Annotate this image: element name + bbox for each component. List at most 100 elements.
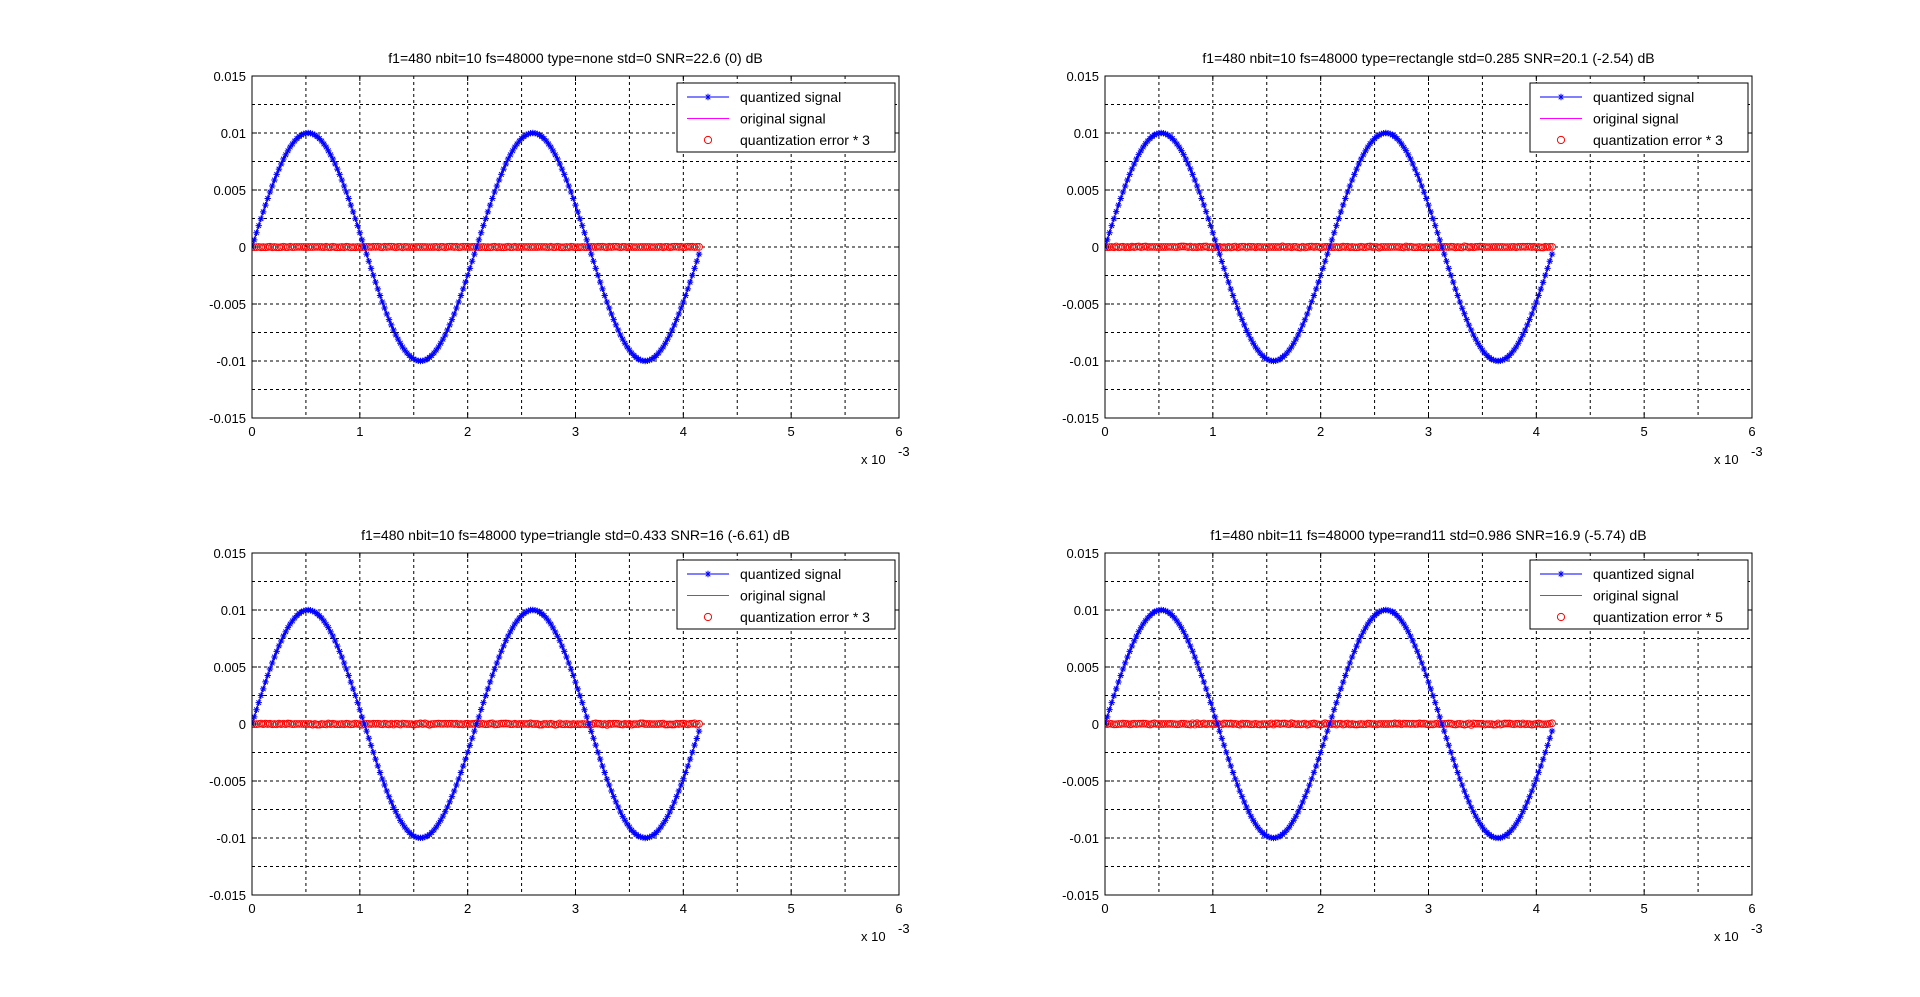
quantized-point bbox=[1548, 250, 1556, 258]
quantized-point bbox=[623, 820, 631, 828]
quantized-point bbox=[621, 339, 629, 347]
error-point bbox=[1545, 243, 1554, 251]
quantized-point bbox=[1364, 143, 1372, 151]
quantized-point bbox=[511, 143, 519, 151]
quantized-point bbox=[1131, 637, 1138, 645]
quantized-point bbox=[605, 781, 613, 789]
quantized-point bbox=[614, 803, 622, 811]
quantized-point bbox=[610, 793, 617, 800]
quantized-point bbox=[1292, 813, 1300, 820]
quantized-point bbox=[345, 672, 352, 679]
quantized-point bbox=[1202, 208, 1210, 215]
quantized-point bbox=[603, 776, 611, 783]
legend: quantized signal original signal quantizat… bbox=[1529, 559, 1749, 630]
quantized-point bbox=[1436, 713, 1443, 721]
quantized-point bbox=[1508, 349, 1515, 357]
quantized-point bbox=[1214, 243, 1221, 251]
quantized-point bbox=[1357, 632, 1365, 640]
quantized-point bbox=[381, 781, 388, 789]
quantized-point bbox=[1220, 742, 1228, 749]
quantized-point bbox=[1396, 614, 1403, 622]
legend-box bbox=[1529, 82, 1749, 153]
quantized-point bbox=[466, 265, 474, 272]
y-tick-label: -0.015 bbox=[1062, 888, 1099, 903]
quantized-point bbox=[1131, 160, 1138, 168]
quantized-point bbox=[1234, 781, 1241, 789]
quantized-point bbox=[1105, 713, 1111, 721]
quantized-point bbox=[608, 310, 615, 318]
quantized-point bbox=[570, 672, 577, 679]
quantized-point bbox=[284, 147, 292, 155]
quantized-point bbox=[331, 637, 339, 645]
quantized-point bbox=[1211, 236, 1219, 244]
quantized-point bbox=[1198, 672, 1205, 679]
quantized-point bbox=[253, 229, 260, 236]
x-multiplier: x 10 bbox=[1714, 452, 1739, 467]
quantized-point bbox=[1544, 265, 1551, 272]
quantized-point bbox=[552, 151, 559, 159]
legend-label: original signal bbox=[740, 588, 826, 604]
quantized-point bbox=[338, 176, 346, 184]
quantized-point bbox=[617, 331, 624, 339]
quantized-point bbox=[1337, 208, 1345, 216]
quantized-point bbox=[1335, 215, 1342, 222]
data-layer bbox=[252, 129, 703, 365]
quantized-point bbox=[1429, 215, 1437, 222]
quantized-point bbox=[655, 826, 662, 834]
quantized-point bbox=[334, 642, 341, 650]
quantized-point bbox=[491, 188, 498, 196]
quantized-point bbox=[484, 685, 492, 693]
quantized-point bbox=[594, 749, 602, 756]
quantized-point bbox=[1175, 620, 1183, 628]
quantized-point bbox=[590, 735, 597, 742]
quantized-point bbox=[316, 135, 323, 142]
quantized-point bbox=[653, 352, 660, 359]
x-tick-label: 3 bbox=[572, 901, 579, 916]
quantized-point bbox=[1139, 143, 1147, 151]
quantized-point bbox=[399, 343, 406, 351]
quantized-point bbox=[1539, 279, 1547, 286]
quantized-point bbox=[1416, 176, 1423, 184]
quantized-point bbox=[448, 793, 456, 800]
quantized-point bbox=[1223, 749, 1230, 756]
quantized-point bbox=[1216, 250, 1223, 258]
x-tick-label: 3 bbox=[572, 424, 579, 439]
quantized-point bbox=[264, 195, 271, 202]
error-point bbox=[695, 243, 703, 251]
quantized-point bbox=[1315, 756, 1322, 763]
quantized-point bbox=[572, 201, 579, 209]
quantized-point bbox=[1351, 648, 1358, 655]
quantized-point bbox=[1106, 706, 1113, 713]
quantized-point bbox=[1328, 236, 1336, 244]
quantized-point bbox=[592, 265, 599, 272]
quantized-point bbox=[675, 310, 683, 318]
quantized-point bbox=[684, 762, 692, 770]
quantized-point bbox=[1369, 137, 1376, 145]
legend-swatch-marker bbox=[704, 570, 712, 578]
quantized-point bbox=[635, 355, 642, 363]
quantized-point bbox=[473, 720, 480, 727]
x-tick-label: 2 bbox=[1317, 901, 1324, 916]
x-tick-label: 6 bbox=[895, 424, 902, 439]
grid bbox=[1105, 553, 1752, 895]
quantized-point bbox=[554, 155, 561, 163]
quantized-point bbox=[1409, 160, 1416, 168]
quantized-point bbox=[428, 352, 435, 359]
quantized-point bbox=[446, 321, 453, 329]
quantized-point bbox=[1346, 659, 1354, 667]
quantized-point bbox=[464, 749, 471, 756]
error-point bbox=[695, 720, 703, 728]
quantized-point bbox=[556, 637, 563, 644]
quantized-point bbox=[585, 243, 593, 251]
quantized-point bbox=[1546, 258, 1554, 265]
quantized-point bbox=[471, 727, 478, 735]
quantized-point bbox=[1238, 793, 1246, 800]
quantized-point bbox=[576, 215, 584, 222]
quantized-point bbox=[1274, 833, 1282, 841]
quantized-point bbox=[453, 781, 460, 789]
quantized-point bbox=[504, 632, 512, 640]
quantized-point bbox=[1510, 824, 1518, 831]
quantized-point bbox=[579, 222, 586, 229]
quantized-point bbox=[1438, 720, 1446, 728]
